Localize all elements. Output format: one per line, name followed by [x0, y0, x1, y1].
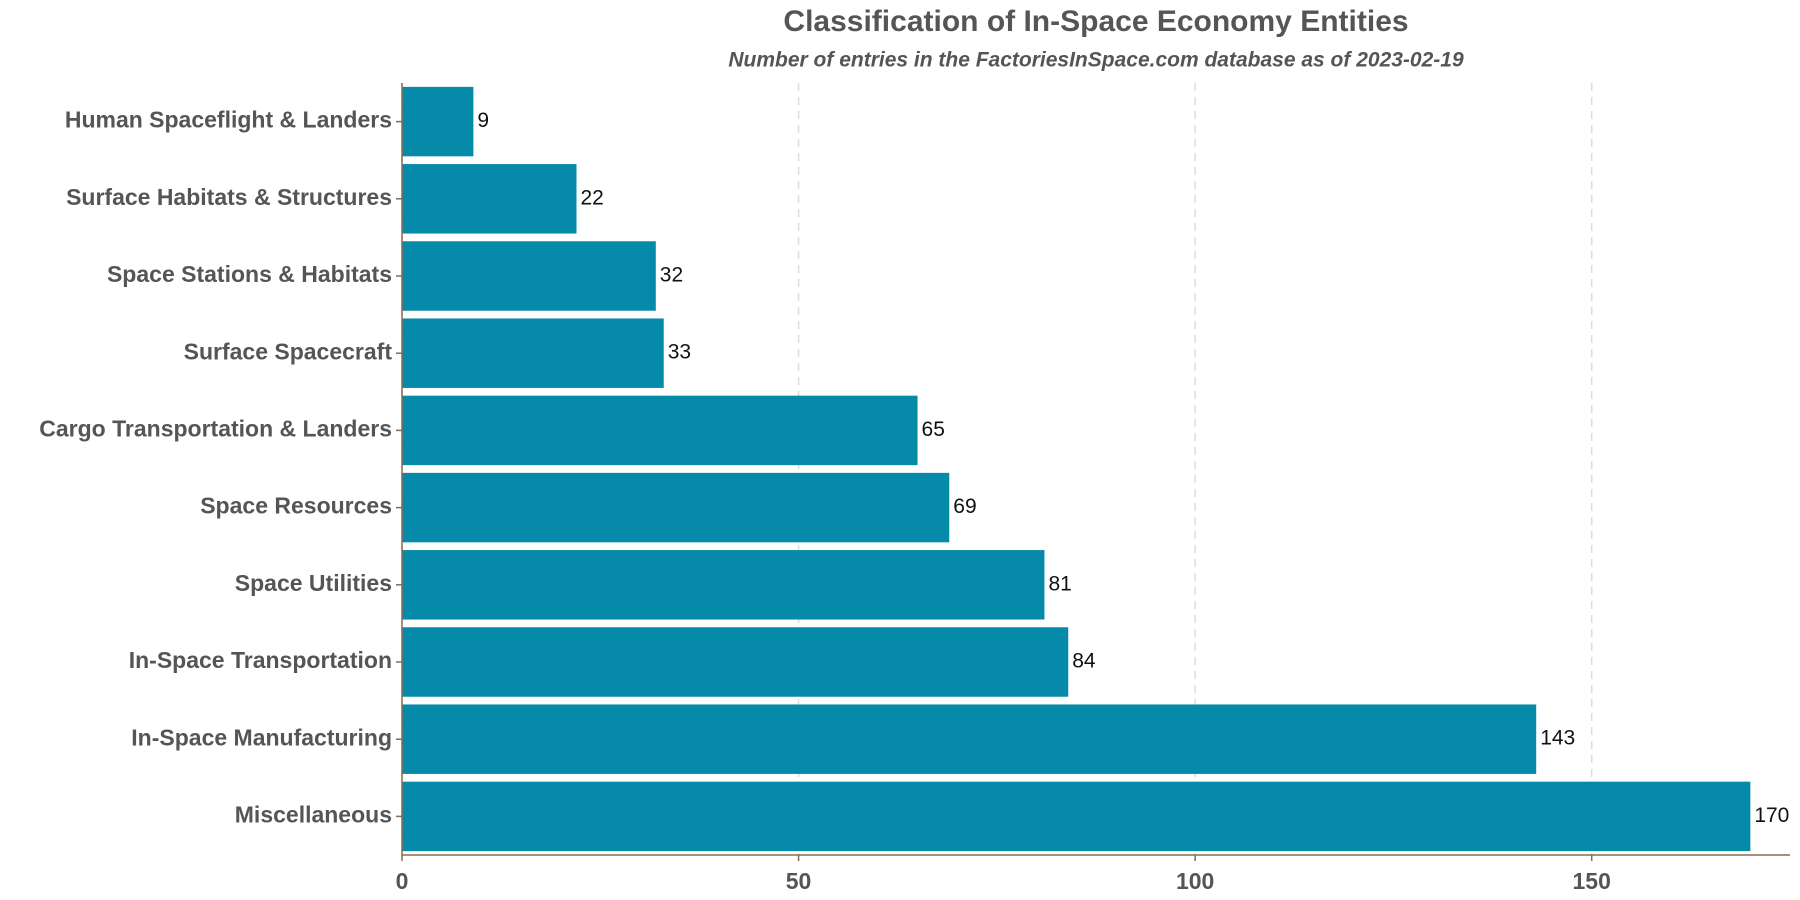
bar: [402, 395, 918, 466]
value-label: 33: [668, 341, 691, 364]
value-label: 81: [1048, 572, 1071, 595]
y-tick-label: Space Resources: [200, 493, 392, 519]
bar: [402, 627, 1069, 697]
y-tick-label: Space Stations & Habitats: [107, 261, 392, 287]
value-label: 84: [1072, 650, 1096, 673]
chart-subtitle: Number of entries in the FactoriesInSpac…: [728, 49, 1464, 72]
value-label: 32: [660, 264, 683, 287]
y-tick-label: Surface Spacecraft: [184, 338, 393, 364]
x-tick-label: 100: [1176, 868, 1214, 894]
value-label: 65: [922, 418, 945, 441]
x-tick-label: 50: [786, 868, 812, 894]
x-tick-label: 150: [1573, 868, 1611, 894]
y-tick-label: Space Utilities: [235, 570, 392, 596]
bar: [402, 318, 664, 388]
value-label: 69: [953, 495, 976, 518]
bar: [402, 472, 950, 543]
y-tick-label: Cargo Transportation & Landers: [39, 415, 392, 441]
bar: [402, 704, 1537, 774]
bar: [402, 550, 1045, 620]
bar: [402, 241, 656, 311]
y-tick-label: Human Spaceflight & Landers: [65, 107, 392, 133]
value-label: 143: [1540, 727, 1575, 750]
y-tick-label: In-Space Transportation: [129, 647, 392, 673]
y-tick-label: Surface Habitats & Structures: [66, 184, 392, 210]
y-tick-label: In-Space Manufacturing: [131, 724, 392, 750]
bar: [402, 164, 577, 234]
value-label: 170: [1754, 804, 1789, 827]
bar: [402, 86, 474, 157]
chart-title: Classification of In-Space Economy Entit…: [783, 5, 1408, 38]
value-label: 9: [477, 109, 489, 132]
y-tick-label: Miscellaneous: [235, 801, 392, 827]
value-label: 22: [580, 186, 603, 209]
bar: [402, 781, 1751, 852]
x-tick-label: 0: [396, 868, 409, 894]
